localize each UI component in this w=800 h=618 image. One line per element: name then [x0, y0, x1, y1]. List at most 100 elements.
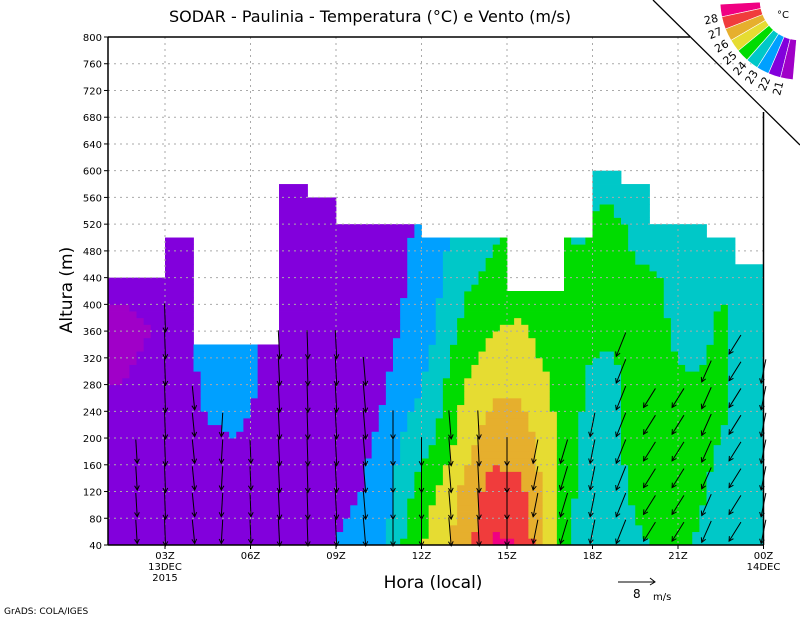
contour-cell: [556, 424, 565, 432]
wind-arrow-head: [218, 458, 225, 465]
contour-cell: [599, 351, 615, 359]
contour-cell: [193, 464, 223, 472]
contour-cell: [307, 518, 337, 526]
contour-cell: [450, 331, 458, 339]
contour-cell: [521, 404, 536, 412]
contour-cell: [200, 377, 223, 385]
contour-cell: [393, 244, 408, 252]
wind-arrow: [334, 383, 338, 413]
contour-cell: [621, 297, 650, 305]
contour-cell: [564, 391, 586, 399]
contour-cell: [535, 411, 558, 419]
contour-cell: [421, 391, 444, 399]
contour-cell: [706, 498, 736, 506]
contour-cell: [628, 484, 650, 492]
contour-cell: [222, 471, 251, 479]
contour-cell: [450, 538, 472, 546]
contour-cell: [393, 504, 408, 512]
contour-cell: [136, 431, 166, 439]
contour-cell: [279, 224, 308, 232]
wind-arrow-head: [418, 487, 425, 494]
contour-cell: [364, 464, 394, 472]
contour-cell: [307, 250, 337, 258]
contour-cell: [193, 411, 209, 419]
contour-cell: [450, 384, 465, 392]
contour-cell: [136, 531, 166, 539]
wind-arrow-head: [276, 514, 283, 521]
contour-cell: [621, 270, 650, 279]
contour-cell: [442, 277, 451, 285]
contour-cell: [421, 397, 444, 406]
wind-arrow: [164, 517, 166, 546]
contour-cell: [706, 438, 722, 446]
contour-cell: [706, 250, 736, 258]
contour-cell: [364, 531, 387, 539]
wind-arrow: [334, 410, 338, 439]
contour-cell: [678, 384, 707, 392]
contour-cell: [706, 384, 729, 392]
contour-cell: [564, 498, 572, 506]
contour-cell: [670, 317, 679, 325]
wind-arrow-head: [191, 511, 198, 518]
contour-cell: [592, 404, 622, 412]
wind-arrow: [448, 517, 452, 546]
contour-cell: [564, 524, 572, 533]
contour-cell: [122, 377, 137, 385]
contour-cell: [507, 404, 522, 412]
wind-arrow-head: [588, 538, 594, 545]
contour-cell: [222, 451, 251, 459]
contour-cell: [706, 264, 736, 272]
contour-cell: [279, 277, 308, 285]
contour-cell: [165, 511, 194, 519]
wind-arrow-head: [615, 538, 621, 545]
wind-arrow-head: [162, 514, 169, 521]
contour-cell: [407, 518, 422, 526]
wind-arrow: [615, 359, 627, 384]
contour-cell: [279, 190, 308, 198]
contour-cell: [336, 230, 365, 238]
contour-cell: [165, 317, 194, 325]
contour-cell: [592, 391, 622, 399]
wind-arrow-head: [276, 541, 283, 547]
contour-cell: [592, 304, 622, 312]
contour-cell: [435, 297, 451, 305]
contour-cell: [592, 524, 622, 533]
contour-cell: [364, 270, 394, 279]
contour-cell: [136, 504, 166, 512]
contour-cell: [507, 464, 536, 472]
contour-cell: [649, 237, 679, 245]
contour-cell: [222, 364, 251, 372]
contour-cell: [307, 411, 337, 419]
contour-cell: [478, 264, 487, 272]
contour-cell: [165, 357, 194, 365]
contour-cell: [649, 524, 679, 533]
wind-arrow-head: [390, 487, 396, 494]
contour-cell: [521, 478, 536, 486]
wind-arrow: [191, 466, 196, 491]
wind-arrow: [701, 360, 712, 383]
contour-cell: [136, 404, 166, 412]
contour-cell: [592, 424, 622, 432]
contour-cell: [478, 478, 487, 486]
contour-cell: [435, 337, 451, 345]
contour-cell: [279, 184, 308, 192]
contour-cell: [307, 230, 337, 238]
contour-cell: [421, 458, 451, 466]
contour-cell: [442, 264, 451, 272]
contour-cell: [336, 391, 365, 399]
contour-cell: [592, 371, 622, 379]
contour-cell: [678, 404, 707, 412]
contour-cell: [706, 297, 736, 305]
contour-cell: [222, 518, 251, 526]
contour-cell: [478, 471, 487, 479]
contour-cell: [556, 471, 565, 479]
contour-cell: [621, 444, 650, 452]
wind-arrow-head: [700, 537, 707, 544]
contour-cell: [621, 371, 650, 379]
contour-cell: [222, 418, 244, 426]
contour-cell: [464, 384, 479, 392]
contour-cell: [678, 250, 707, 258]
contour-cell: [393, 464, 422, 472]
contour-cell: [336, 397, 365, 406]
wind-arrow: [728, 521, 742, 542]
